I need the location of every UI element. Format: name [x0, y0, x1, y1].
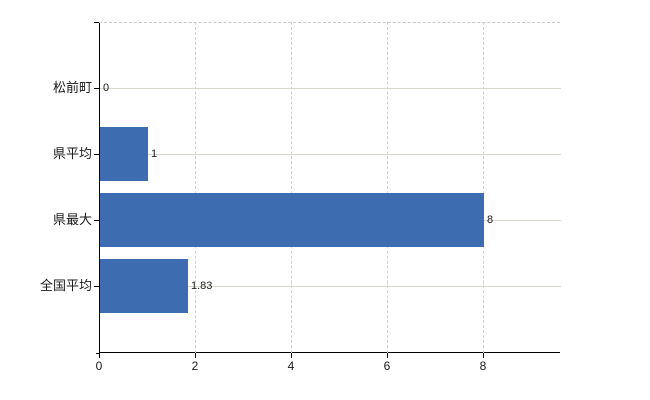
- h-gridline: [100, 286, 561, 287]
- bar-value-label: 8: [487, 214, 494, 226]
- bar: [100, 259, 188, 313]
- y-tick-mark: [94, 88, 99, 89]
- y-tick-mark: [94, 286, 99, 287]
- v-gridline: [291, 22, 292, 353]
- bar-value-label: 1: [151, 148, 158, 160]
- h-gridline: [100, 88, 561, 89]
- category-label: 県最大: [52, 212, 92, 227]
- plot-top-border: [99, 22, 560, 23]
- category-label: 松前町: [52, 80, 92, 95]
- x-axis-left-extension: [96, 353, 99, 354]
- x-tick-label: 8: [479, 359, 487, 373]
- bar: [100, 193, 484, 247]
- plot-area: [99, 22, 561, 353]
- bar-value-label: 1.83: [191, 280, 213, 292]
- h-gridline: [100, 154, 561, 155]
- x-tick-mark: [195, 353, 196, 358]
- x-tick-label: 6: [383, 359, 391, 373]
- bar-value-label: 0: [103, 82, 110, 94]
- category-label: 全国平均: [39, 278, 92, 293]
- x-tick-label: 0: [95, 359, 103, 373]
- x-tick-mark: [483, 353, 484, 358]
- y-tick-mark: [94, 220, 99, 221]
- bar: [100, 127, 148, 181]
- x-tick-label: 4: [287, 359, 295, 373]
- category-label: 県平均: [52, 146, 92, 161]
- x-tick-mark: [99, 353, 100, 358]
- v-gridline: [387, 22, 388, 353]
- v-gridline: [195, 22, 196, 353]
- y-tick-mark: [94, 154, 99, 155]
- v-gridline: [483, 22, 484, 353]
- x-tick-mark: [291, 353, 292, 358]
- y-axis-top-tick: [94, 22, 99, 23]
- x-tick-mark: [387, 353, 388, 358]
- x-tick-label: 2: [191, 359, 199, 373]
